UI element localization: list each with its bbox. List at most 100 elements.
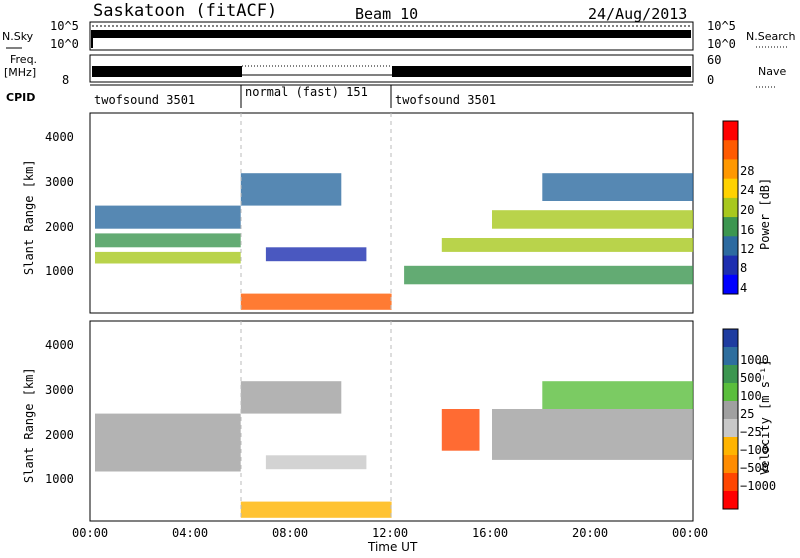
velocity-colorbar-tick: −100 [740, 443, 769, 457]
freq-unit-label: [MHz] [4, 66, 36, 79]
power-colorbar-tick: 20 [740, 203, 754, 217]
power-colorbar-tick: 12 [740, 242, 754, 256]
power-echo [95, 251, 241, 264]
velocity-y-tick: 2000 [45, 428, 74, 442]
velocity-colorbar-cell [723, 401, 738, 420]
power-colorbar-cell [723, 121, 738, 141]
power-colorbar-tick: 28 [740, 164, 754, 178]
velocity-echo [240, 501, 392, 518]
velocity-echo [441, 409, 480, 451]
freq-tick-right-bottom: 0 [707, 73, 714, 87]
power-echo [240, 173, 342, 206]
velocity-colorbar-label: Velocity [m s⁻¹] [758, 359, 772, 475]
velocity-echo [95, 413, 241, 472]
station-title: Saskatoon (fitACF) [93, 1, 277, 21]
freq-trace-segment-1 [92, 66, 242, 77]
nave-label: Nave [758, 65, 786, 78]
velocity-colorbar-tick: −25 [740, 425, 762, 439]
power-colorbar-tick: 24 [740, 183, 754, 197]
freq-tick-left: 8 [62, 73, 69, 87]
velocity-colorbar-cell [723, 491, 738, 510]
velocity-colorbar-cells [723, 329, 738, 510]
power-y-ticks: 1000 2000 3000 4000 [45, 130, 74, 278]
velocity-colorbar-cell [723, 473, 738, 492]
power-y-tick: 4000 [45, 130, 74, 144]
velocity-colorbar-cell [723, 455, 738, 474]
noise-tick-left-bottom: 10^0 [50, 37, 79, 51]
velocity-y-label: Slant Range [km] [22, 367, 36, 483]
noise-panel-frame [89, 21, 694, 51]
velocity-colorbar-cell [723, 419, 738, 438]
power-colorbar-cells [723, 121, 738, 295]
velocity-echo [542, 381, 694, 409]
nsearch-label: N.Search [746, 30, 796, 43]
velocity-colorbar-tick: 1000 [740, 353, 769, 367]
power-echoes [95, 173, 694, 310]
velocity-colorbar-tick: −500 [740, 461, 769, 475]
power-colorbar-label: Power [dB] [758, 178, 772, 250]
power-echo [542, 173, 694, 201]
velocity-colorbar-cell [723, 437, 738, 456]
date-label: 24/Aug/2013 [588, 5, 687, 23]
noise-tick-right-bottom: 10^0 [707, 37, 736, 51]
freq-tick-right-top: 60 [707, 53, 721, 67]
power-colorbar-tick: 4 [740, 281, 747, 295]
cpid-label: CPID [6, 91, 35, 104]
power-colorbar-cell [723, 217, 738, 237]
power-colorbar-cell [723, 178, 738, 199]
x-tick: 12:00 [372, 526, 408, 540]
power-y-tick: 2000 [45, 220, 74, 234]
power-colorbar-tick: 8 [740, 261, 747, 275]
noise-sky-trace [92, 30, 691, 38]
power-echo [441, 238, 694, 252]
velocity-echo [240, 381, 342, 414]
velocity-colorbar-tick: 500 [740, 371, 762, 385]
velocity-colorbar-cell [723, 347, 738, 366]
cpid-segment-1: twofsound 3501 [94, 93, 195, 107]
velocity-colorbar-cell [723, 329, 738, 348]
power-colorbar: 28 24 20 16 12 8 4 Power [dB] [722, 120, 772, 295]
power-echo [95, 233, 241, 248]
power-colorbar-cell [723, 197, 738, 218]
power-colorbar-frame [722, 120, 739, 295]
velocity-echo [265, 455, 367, 470]
freq-panel-frame [89, 54, 694, 83]
beam-label: Beam 10 [355, 5, 418, 23]
power-colorbar-cell [723, 140, 738, 160]
x-tick: 20:00 [572, 526, 608, 540]
noise-tick-right-top: 10^5 [707, 19, 736, 33]
x-tick: 16:00 [472, 526, 508, 540]
cpid-row: CPID twofsound 3501 normal (fast) 151 tw… [6, 84, 693, 108]
velocity-colorbar-tick: −1000 [740, 479, 776, 493]
velocity-echo [492, 409, 693, 460]
velocity-echoes [95, 381, 694, 518]
power-panel: 1000 2000 3000 4000 Slant Range [km] [22, 112, 694, 314]
x-tick: 04:00 [172, 526, 208, 540]
x-tick: 00:00 [72, 526, 108, 540]
cpid-segment-3: twofsound 3501 [395, 93, 496, 107]
cpid-segment-2: normal (fast) 151 [245, 85, 368, 99]
velocity-colorbar: 1000 500 100 25 −25 −100 −500 −1000 Velo… [722, 328, 776, 510]
power-echo [404, 265, 693, 285]
freq-trace-segment-3 [392, 66, 691, 77]
power-y-tick: 1000 [45, 264, 74, 278]
power-colorbar-tick: 16 [740, 223, 754, 237]
velocity-colorbar-tick: 100 [740, 389, 762, 403]
velocity-y-tick: 3000 [45, 383, 74, 397]
noise-tick-left-top: 10^5 [50, 19, 79, 33]
x-ticks: 00:00 04:00 08:00 12:00 16:00 20:00 00:0… [72, 526, 708, 540]
x-tick: 00:00 [672, 526, 708, 540]
velocity-y-tick: 1000 [45, 472, 74, 486]
power-echo [240, 293, 392, 310]
power-colorbar-cell [723, 274, 738, 295]
velocity-colorbar-frame [722, 328, 739, 510]
x-tick: 08:00 [272, 526, 308, 540]
power-colorbar-cell [723, 255, 738, 276]
power-echo [492, 210, 693, 229]
freq-label: Freq. [10, 53, 37, 66]
power-colorbar-cell [723, 236, 738, 256]
velocity-colorbar-cell [723, 383, 738, 402]
nsky-label: N.Sky [2, 30, 34, 43]
power-colorbar-cell [723, 159, 738, 180]
